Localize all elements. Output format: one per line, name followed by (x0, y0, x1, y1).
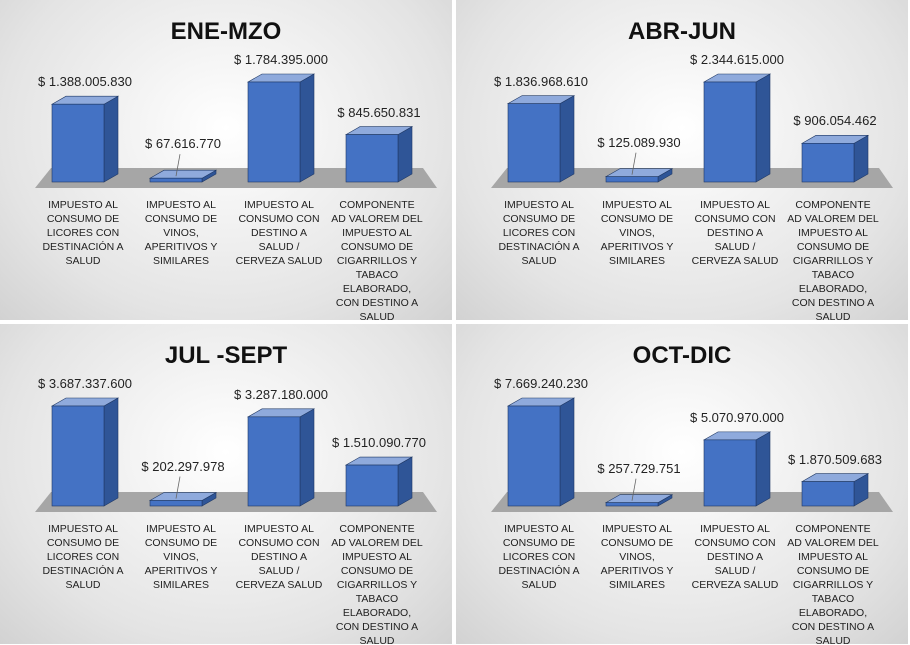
value-label: $ 1.870.509.683 (788, 451, 882, 467)
bar (801, 143, 855, 183)
value-label: $ 2.344.615.000 (690, 52, 784, 67)
leader-line (175, 154, 181, 177)
bar (801, 481, 855, 507)
category-label: IMPUESTO AL CONSUMO DE LICORES CON DESTI… (498, 199, 580, 267)
category-label: IMPUESTO AL CONSUMO CON DESTINO A SALUD … (691, 523, 779, 591)
floor (35, 168, 437, 188)
bar (345, 464, 399, 507)
bar (51, 103, 105, 183)
bar-side (397, 126, 413, 183)
bar (247, 81, 301, 183)
bar-side (103, 95, 119, 183)
chart-title: ABR-JUN (628, 18, 736, 45)
value-label: $ 7.669.240.230 (494, 376, 588, 391)
bar (247, 416, 301, 507)
bar (149, 177, 203, 183)
category-label: COMPONENTE AD VALOREM DEL IMPUESTO AL CO… (787, 523, 879, 644)
category-label: IMPUESTO AL CONSUMO DE LICORES CON DESTI… (498, 523, 580, 591)
bar (51, 405, 105, 507)
chart (491, 73, 893, 188)
value-label: $ 67.616.770 (145, 136, 221, 152)
category-label: IMPUESTO AL CONSUMO DE VINOS, APERITIVOS… (600, 199, 674, 267)
bar (605, 176, 659, 183)
value-label: $ 5.070.970.000 (690, 409, 784, 425)
value-label: $ 202.297.978 (141, 458, 225, 474)
value-label: $ 257.729.751 (597, 460, 681, 476)
category-label: IMPUESTO AL CONSUMO DE VINOS, APERITIVOS… (600, 523, 674, 591)
chart (491, 397, 893, 512)
value-label: $ 3.287.180.000 (234, 386, 328, 402)
bar-side (755, 431, 771, 507)
leader-line (631, 478, 637, 501)
chart-panel: ABR-JUN $ 1.836.968.610 IMPUESTO AL CONSUM… (456, 0, 908, 320)
value-label: $ 1.836.968.610 (494, 73, 588, 89)
leader-line (631, 152, 637, 175)
bar (703, 439, 757, 507)
chart-title: ENE-MZO (170, 18, 282, 45)
bar-side (755, 73, 771, 183)
bar (605, 502, 659, 507)
chart (35, 73, 437, 188)
bar (149, 500, 203, 507)
chart-title: OCT-DIC (632, 342, 732, 369)
category-label: IMPUESTO AL CONSUMO DE LICORES CON DESTI… (42, 199, 124, 267)
chart (35, 397, 437, 512)
bar (507, 405, 561, 507)
category-label: IMPUESTO AL CONSUMO CON DESTINO A SALUD … (691, 199, 779, 267)
category-label: COMPONENTE AD VALOREM DEL IMPUESTO AL CO… (787, 199, 879, 320)
category-label: COMPONENTE AD VALOREM DEL IMPUESTO AL CO… (331, 199, 423, 320)
bar-side (397, 456, 413, 507)
chart-title: JUL -SEPT (164, 342, 288, 369)
value-label: $ 1.510.090.770 (332, 435, 426, 451)
category-label: IMPUESTO AL CONSUMO DE VINOS, APERITIVOS… (144, 199, 218, 267)
category-label: COMPONENTE AD VALOREM DEL IMPUESTO AL CO… (331, 523, 423, 644)
chart-panel: JUL -SEPT $ 3.687.337.600 IMPUESTO AL CONS… (0, 324, 452, 644)
leader-line (175, 476, 181, 499)
value-label: $ 845.650.831 (337, 104, 421, 120)
chart-panel: ENE-MZO $ 1.388.005.830 IMPUESTO AL CONSUM… (0, 0, 452, 320)
chart-panel: OCT-DIC $ 7.669.240.230 IMPUESTO AL CONSUM… (456, 324, 908, 644)
category-label: IMPUESTO AL CONSUMO DE LICORES CON DESTI… (42, 523, 124, 591)
bar-side (299, 73, 315, 183)
value-label: $ 3.687.337.600 (38, 376, 132, 391)
bar-side (559, 397, 575, 507)
bar-side (103, 397, 119, 507)
floor (491, 492, 893, 512)
bar (345, 134, 399, 183)
value-label: $ 906.054.462 (793, 113, 877, 129)
floor (35, 492, 437, 512)
value-label: $ 1.388.005.830 (38, 74, 132, 90)
category-label: IMPUESTO AL CONSUMO CON DESTINO A SALUD … (235, 523, 323, 591)
value-label: $ 125.089.930 (597, 134, 681, 150)
value-label: $ 1.784.395.000 (234, 52, 328, 67)
bar-side (299, 408, 315, 507)
bar-side (559, 95, 575, 183)
bar (703, 81, 757, 183)
bar (507, 103, 561, 183)
floor (491, 168, 893, 188)
category-label: IMPUESTO AL CONSUMO DE VINOS, APERITIVOS… (144, 523, 218, 591)
category-label: IMPUESTO AL CONSUMO CON DESTINO A SALUD … (235, 199, 323, 267)
